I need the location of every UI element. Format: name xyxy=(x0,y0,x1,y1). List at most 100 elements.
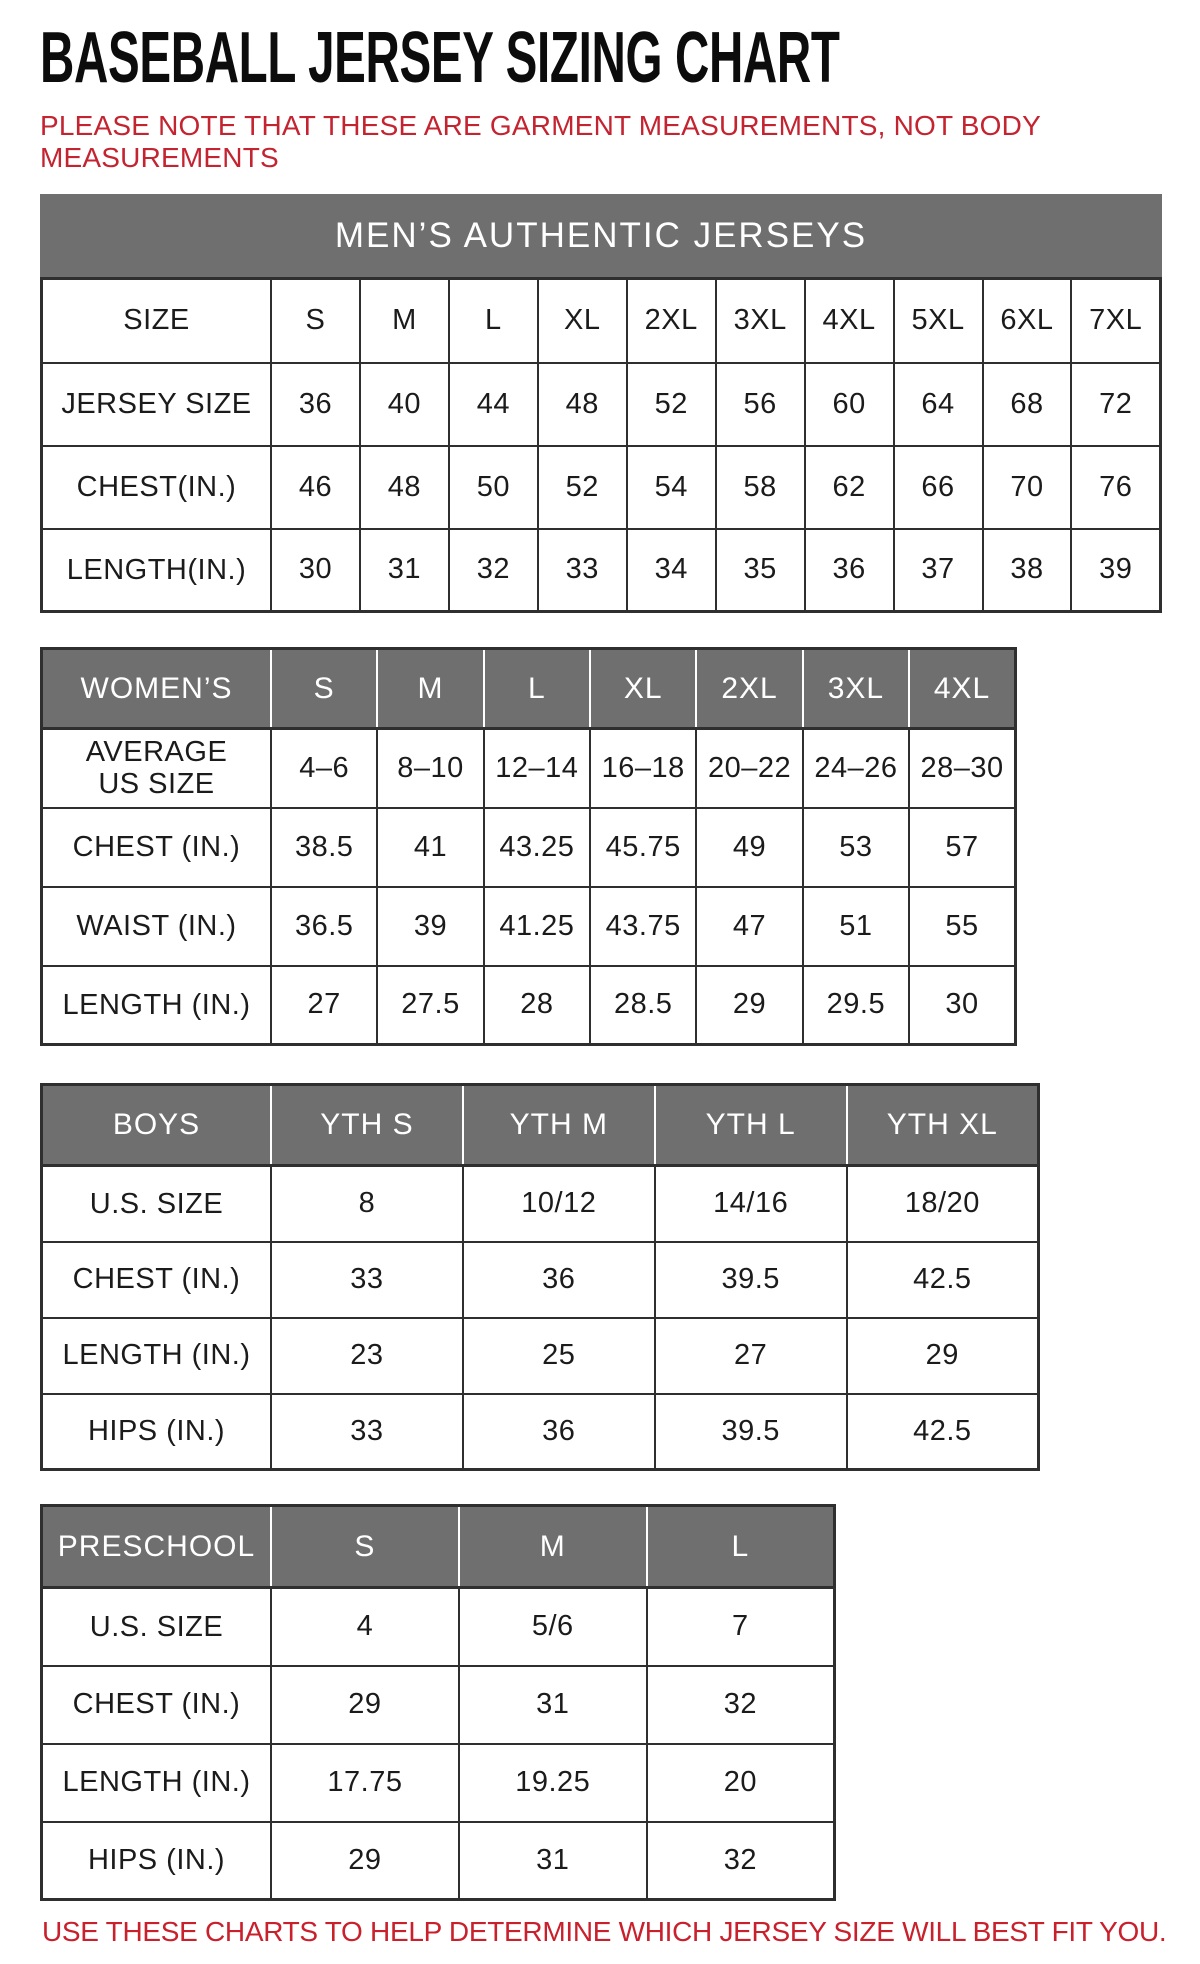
row-label: AVERAGE US SIZE xyxy=(40,727,272,809)
garment-measurement-note: PLEASE NOTE THAT THESE ARE GARMENT MEASU… xyxy=(40,110,1041,173)
row-label: JERSEY SIZE xyxy=(40,361,272,447)
cell-value: 38 xyxy=(981,527,1073,613)
cell-value: 48 xyxy=(536,361,628,447)
cell-value: 46 xyxy=(270,444,361,530)
row-label-header: SIZE xyxy=(40,277,272,364)
size-column-header: YTH XL xyxy=(845,1083,1040,1167)
cell-value: 10/12 xyxy=(461,1164,656,1243)
size-column-header: XL xyxy=(589,647,698,730)
row-label-header: PRESCHOOL xyxy=(40,1504,272,1589)
row-label: LENGTH(IN.) xyxy=(40,527,272,613)
cell-value: 42.5 xyxy=(845,1240,1040,1319)
table-row: JERSEY SIZE 36 40 44 48 52 56 60 64 68 72 xyxy=(40,361,1162,447)
size-column-header: M xyxy=(376,647,485,730)
cell-value: 56 xyxy=(714,361,806,447)
cell-value: 29 xyxy=(845,1316,1040,1395)
cell-value: 39 xyxy=(1070,527,1162,613)
cell-value: 41.25 xyxy=(482,885,592,967)
table-row: LENGTH (IN.) 27 27.5 28 28.5 29 29.5 30 xyxy=(40,964,1017,1046)
row-label: U.S. SIZE xyxy=(40,1586,272,1667)
cell-value: 50 xyxy=(447,444,539,530)
row-label: LENGTH (IN.) xyxy=(40,964,272,1046)
size-column-header: 7XL xyxy=(1070,277,1162,364)
size-column-header: L xyxy=(482,647,592,730)
cell-value: 27 xyxy=(269,964,379,1046)
cell-value: 42.5 xyxy=(845,1392,1040,1471)
size-column-header: 6XL xyxy=(981,277,1073,364)
size-column-header: 4XL xyxy=(803,277,895,364)
table-row: U.S. SIZE 4 5/6 7 xyxy=(40,1586,836,1667)
cell-value: 27 xyxy=(653,1316,848,1395)
cell-value: 5/6 xyxy=(457,1586,648,1667)
cell-value: 18/20 xyxy=(845,1164,1040,1243)
cell-value: 66 xyxy=(892,444,984,530)
cell-value: 44 xyxy=(447,361,539,447)
cell-value: 39.5 xyxy=(653,1392,848,1471)
row-label: HIPS (IN.) xyxy=(40,1392,272,1471)
cell-value: 68 xyxy=(981,361,1073,447)
table-row: WAIST (IN.) 36.5 39 41.25 43.75 47 51 55 xyxy=(40,885,1017,967)
cell-value: 19.25 xyxy=(457,1742,648,1823)
cell-value: 25 xyxy=(461,1316,656,1395)
cell-value: 52 xyxy=(536,444,628,530)
cell-value: 64 xyxy=(892,361,984,447)
cell-value: 8–10 xyxy=(376,727,485,809)
cell-value: 28 xyxy=(482,964,592,1046)
page-title: BASEBALL JERSEY SIZING CHART xyxy=(40,18,840,98)
row-label-header: BOYS xyxy=(40,1083,272,1167)
cell-value: 8 xyxy=(270,1164,464,1243)
cell-value: 47 xyxy=(695,885,804,967)
cell-value: 58 xyxy=(714,444,806,530)
size-column-header: 2XL xyxy=(625,277,717,364)
cell-value: 41 xyxy=(376,806,485,888)
cell-value: 30 xyxy=(270,527,361,613)
table-row: CHEST (IN.) 29 31 32 xyxy=(40,1664,836,1745)
cell-value: 32 xyxy=(447,527,539,613)
cell-value: 34 xyxy=(625,527,717,613)
sizing-chart-page: BASEBALL JERSEY SIZING CHART PLEASE NOTE… xyxy=(0,22,1200,1948)
size-column-header: M xyxy=(457,1504,648,1589)
cell-value: 43.75 xyxy=(589,885,698,967)
size-column-header: L xyxy=(645,1504,836,1589)
cell-value: 55 xyxy=(908,885,1017,967)
cell-value: 32 xyxy=(645,1664,836,1745)
cell-value: 54 xyxy=(625,444,717,530)
table-row: U.S. SIZE 8 10/12 14/16 18/20 xyxy=(40,1164,1040,1243)
size-column-header: YTH M xyxy=(461,1083,656,1167)
cell-value: 33 xyxy=(270,1240,464,1319)
cell-value: 29 xyxy=(695,964,804,1046)
mens-table-banner: MEN’S AUTHENTIC JERSEYS xyxy=(40,194,1162,277)
cell-value: 45.75 xyxy=(589,806,698,888)
table-row: CHEST (IN.) 38.5 41 43.25 45.75 49 53 57 xyxy=(40,806,1017,888)
row-label-header: WOMEN’S xyxy=(40,647,272,730)
size-header-row: BOYS YTH S YTH M YTH L YTH XL xyxy=(40,1083,1040,1167)
cell-value: 20–22 xyxy=(695,727,804,809)
size-header-row: PRESCHOOL S M L xyxy=(40,1504,836,1589)
cell-value: 33 xyxy=(270,1392,464,1471)
size-column-header: YTH S xyxy=(270,1083,464,1167)
cell-value: 36.5 xyxy=(269,885,379,967)
cell-value: 57 xyxy=(908,806,1017,888)
cell-value: 20 xyxy=(645,1742,836,1823)
cell-value: 12–14 xyxy=(482,727,592,809)
mens-sizing-table: SIZE S M L XL 2XL 3XL 4XL 5XL 6XL 7XL JERSEY SIZE 36… xyxy=(40,277,1162,613)
cell-value: 29.5 xyxy=(801,964,911,1046)
cell-value: 38.5 xyxy=(269,806,379,888)
cell-value: 36 xyxy=(803,527,895,613)
cell-value: 36 xyxy=(461,1240,656,1319)
fit-advice-note: USE THESE CHARTS TO HELP DETERMINE WHICH… xyxy=(42,1916,1167,1947)
size-column-header: S xyxy=(270,277,361,364)
cell-value: 36 xyxy=(461,1392,656,1471)
mens-banner-label: MEN’S AUTHENTIC JERSEYS xyxy=(334,215,868,255)
cell-value: 31 xyxy=(457,1664,648,1745)
table-row: HIPS (IN.) 29 31 32 xyxy=(40,1820,836,1901)
row-label: LENGTH (IN.) xyxy=(40,1316,272,1395)
size-header-row: WOMEN’S S M L XL 2XL 3XL 4XL xyxy=(40,647,1017,730)
cell-value: 31 xyxy=(457,1820,648,1901)
cell-value: 30 xyxy=(908,964,1017,1046)
table-row: CHEST(IN.) 46 48 50 52 54 58 62 66 70 76 xyxy=(40,444,1162,530)
cell-value: 29 xyxy=(270,1664,460,1745)
size-column-header: YTH L xyxy=(653,1083,848,1167)
womens-sizing-table: WOMEN’S S M L XL 2XL 3XL 4XL AVERAGE US SIZE 4–6 8… xyxy=(40,647,1017,1046)
cell-value: 36 xyxy=(270,361,361,447)
